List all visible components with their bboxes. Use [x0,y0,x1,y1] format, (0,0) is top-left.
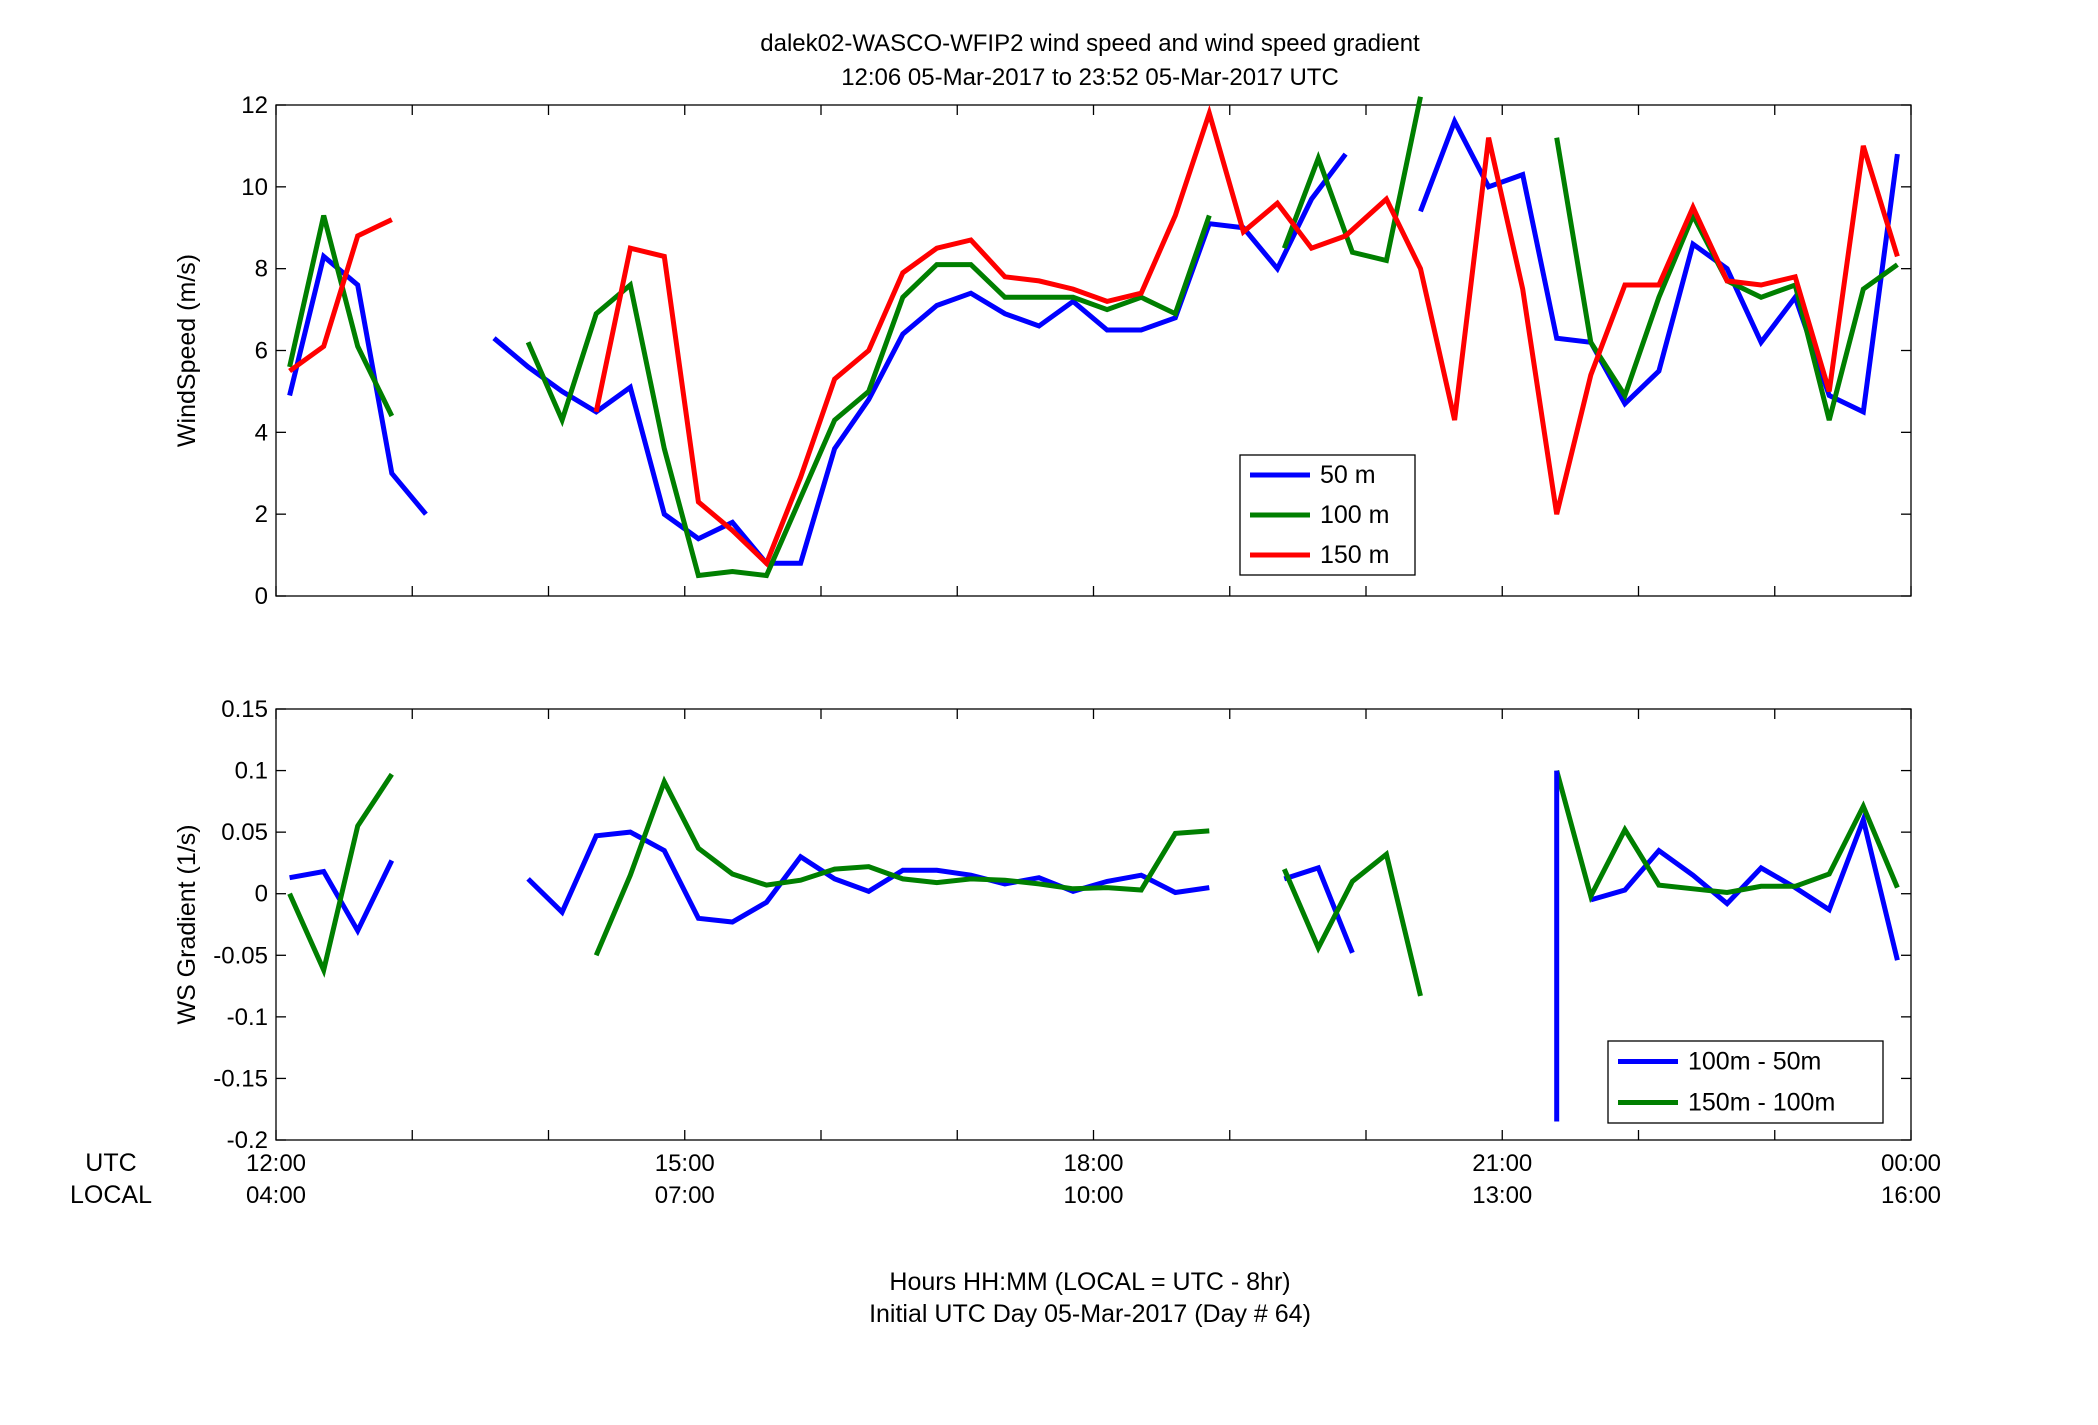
xaxis-caption: Hours HH:MM (LOCAL = UTC - 8hr) [889,1268,1290,1296]
ytick-label: -0.15 [213,1065,268,1092]
xtick-label-local: 13:00 [1472,1182,1532,1209]
ytick-label: 10 [241,174,268,201]
series-line-100m-50m [1590,811,1900,961]
series-line-150m-100m [1282,849,1423,997]
series-line-150-m [288,217,393,374]
legend-entry: 100 m [1320,501,1389,529]
xaxis-day-caption: Initial UTC Day 05-Mar-2017 (Day # 64) [869,1300,1311,1328]
chart-subtitle: 12:06 05-Mar-2017 to 23:52 05-Mar-2017 U… [841,64,1339,91]
ytick-label: 0.15 [221,696,268,723]
series-line-50-m [492,152,1348,566]
utc-row-label: UTC [85,1149,136,1177]
ytick-label: 12 [241,92,268,119]
ytick-label: -0.2 [227,1127,268,1154]
xtick-label-local: 07:00 [655,1182,715,1209]
xtick-label-utc: 00:00 [1881,1150,1941,1177]
legend-box [1607,1040,1884,1124]
ytick-label: 6 [255,338,268,365]
legend-entry: 100m - 50m [1688,1048,1821,1076]
local-row-label: LOCAL [70,1181,152,1209]
legend-entry: 50 m [1320,461,1376,489]
xtick-label-local: 04:00 [246,1182,306,1209]
ytick-label: 0 [255,583,268,610]
gradient-panel: -0.2 -0.15 -0.1 -0.05 0 0.05 0.1 0.15 WS Gradien… [173,696,1912,1154]
series-line-150-m [593,104,1900,568]
ytick-label: 8 [255,256,268,283]
legend-entry: 150 m [1320,541,1389,569]
ytick-label: 0 [255,881,268,908]
y-axis-label: WindSpeed (m/s) [173,254,201,447]
xtick-label-local: 16:00 [1881,1182,1941,1209]
series-line-150m-100m [1554,769,1900,904]
series-line-50-m [1418,115,1900,416]
xtick-label-utc: 18:00 [1063,1150,1123,1177]
series-line-150m-100m [287,772,394,978]
time-tick-labels: 12:00 04:00 15:00 07:00 18:00 10:00 21:00 13:00… [246,1150,1941,1209]
xtick-label-utc: 15:00 [655,1150,715,1177]
series-line-100-m [287,214,395,418]
legend-entry: 150m - 100m [1688,1089,1835,1117]
xtick-label-utc: 21:00 [1472,1150,1532,1177]
series-line-100-m [525,214,1212,579]
series-line-150m-100m [593,775,1210,957]
windspeed-panel: 0 2 4 6 8 10 12 WindSpeed (m/s) 50 m 100 m 150 m [173,92,1912,610]
ytick-label: -0.05 [213,942,268,969]
series-line-50-m [287,251,428,516]
ytick-label: 0.1 [235,758,268,785]
series-line-100m-50m [1283,864,1355,954]
xtick-label-utc: 12:00 [246,1150,306,1177]
ytick-label: 0.05 [221,819,268,846]
ytick-label: -0.1 [227,1004,268,1031]
xtick-label-local: 10:00 [1063,1182,1123,1209]
series-line-100-m [1281,96,1423,264]
chart-title: dalek02-WASCO-WFIP2 wind speed and wind … [760,30,1420,57]
ytick-label: 4 [255,419,268,446]
ytick-label: 2 [255,501,268,528]
y-axis-label: WS Gradient (1/s) [173,824,201,1024]
